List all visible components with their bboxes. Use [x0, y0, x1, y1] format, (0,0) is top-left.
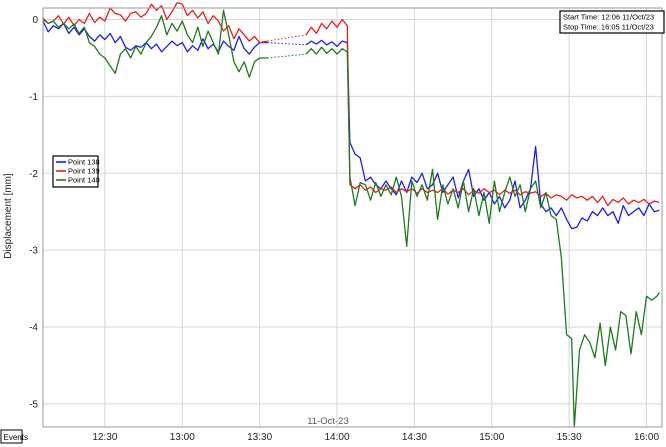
x-tick-label: 16:00 [634, 432, 659, 443]
legend-label-1: Point 138 [68, 158, 100, 167]
series-line-2-segment-1 [42, 1, 268, 44]
x-tick-label: 12:30 [92, 432, 117, 443]
y-tick-label: -3 [29, 246, 38, 257]
x-tick-label: 15:00 [479, 432, 504, 443]
y-tick-label: -5 [29, 399, 38, 410]
events-button-frame[interactable] [0, 429, 23, 444]
y-axis-ticks: 0 -1 -2 -3 -4 -5 [29, 15, 38, 410]
start-time-text: Start Time: 12:06 11/Oct/23 [563, 13, 654, 22]
x-tick-label: 14:30 [402, 432, 427, 443]
grid-lines [43, 8, 662, 427]
series-line-2-segment-2 [305, 18, 660, 207]
series-gap-connector-2 [267, 34, 307, 42]
x-tick-label: 13:30 [247, 432, 272, 443]
series-gap-connector-1 [267, 42, 307, 46]
y-tick-label: 0 [32, 15, 38, 26]
legend-label-3: Point 140 [68, 176, 100, 185]
series-line-1-segment-1 [42, 20, 268, 55]
y-tick-label: -4 [29, 323, 38, 334]
info-box-frame [559, 10, 665, 34]
series-gap-connector-3 [267, 53, 307, 59]
events-button[interactable]: Events [0, 429, 28, 444]
series-line-3-segment-1 [42, 9, 268, 78]
series-line-1-segment-2 [305, 39, 660, 230]
y-tick-label: -2 [29, 169, 38, 180]
events-button-label[interactable]: Events [4, 433, 28, 442]
info-box: Start Time: 12:06 11/Oct/23 Stop Time: 1… [559, 10, 665, 34]
plot-area-frame [42, 7, 663, 428]
legend-label-2: Point 139 [68, 167, 100, 176]
series-lines [42, 1, 660, 428]
y-axis-title: Displacement [mm] [3, 173, 14, 259]
series-line-3-segment-2 [305, 46, 660, 428]
y-tick-label: -1 [29, 92, 38, 103]
stop-time-text: Stop Time: 16:05 11/Oct/23 [563, 23, 654, 32]
date-label: 11-Oct-23 [307, 416, 349, 427]
x-tick-label: 15:30 [557, 432, 582, 443]
x-axis-ticks: 12:30 13:00 13:30 14:00 14:30 15:00 15:30 16:00 [92, 432, 659, 443]
x-tick-label: 13:00 [170, 432, 195, 443]
x-tick-label: 14:00 [325, 432, 350, 443]
